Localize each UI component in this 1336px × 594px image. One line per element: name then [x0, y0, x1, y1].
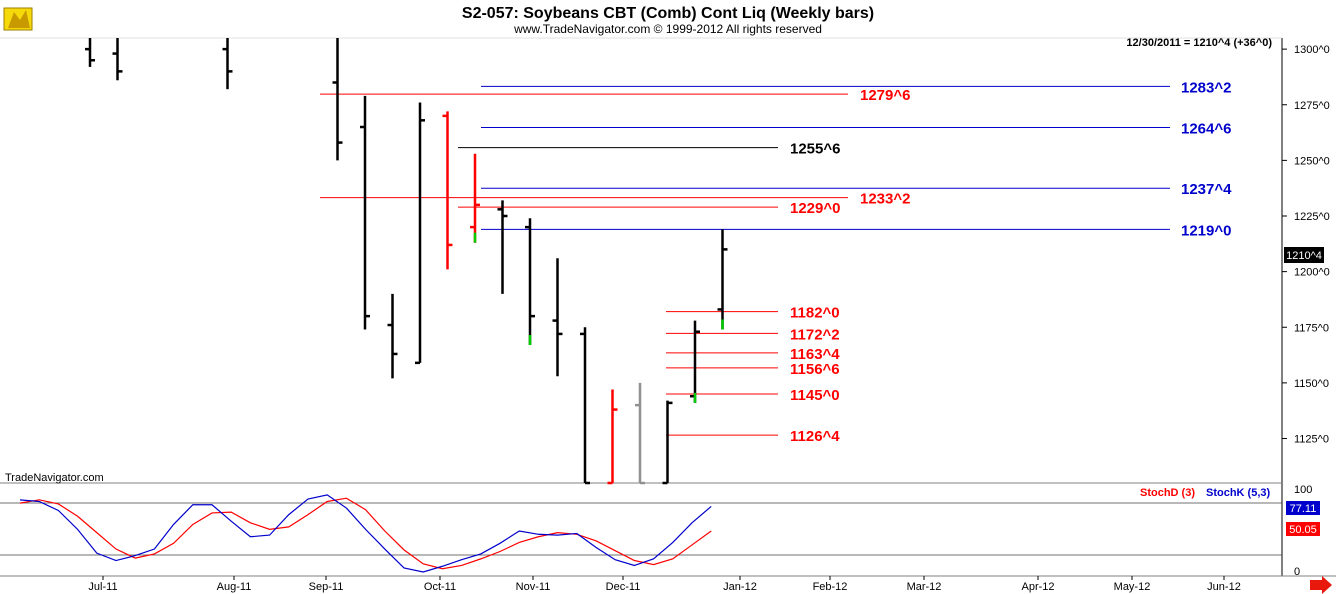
current-price-label: 1210^4 [1286, 250, 1322, 262]
ohlc-bar [112, 38, 123, 81]
last-value-readout: 12/30/2011 = 1210^4 (+36^0) [1126, 37, 1272, 49]
month-label: Sep-11 [309, 581, 344, 593]
price-tick-label: 1275^0 [1294, 100, 1330, 112]
ohlc-bar [552, 258, 563, 377]
ohlc-bar [525, 218, 535, 346]
stochk-value-tag: 77.11 [1290, 503, 1317, 515]
stochk-line [19, 494, 712, 573]
ohlc-bar [497, 200, 508, 294]
stochd-legend: StochD (3) [1140, 487, 1195, 499]
ohlc-bar [387, 293, 398, 379]
price-tick-label: 1125^0 [1294, 434, 1329, 446]
stochastic-lines [19, 494, 712, 573]
current-price-tag: 1210^4 [1284, 247, 1324, 263]
copyright-text: www.TradeNavigator.com © 1999-2012 All r… [513, 22, 822, 36]
price-axis: 1125^0 1150^0 1175^0 1200^0 1225^0 1250^0 1275… [1282, 44, 1330, 446]
ohlc-bar [442, 111, 453, 270]
month-label: Jan-12 [723, 581, 757, 593]
level-label: 1219^0 [1181, 222, 1231, 239]
month-label: Feb-12 [813, 581, 848, 593]
price-tick-label: 1175^0 [1294, 322, 1329, 334]
ohlc-bar [332, 38, 343, 161]
level-label: 1126^4 [790, 428, 840, 445]
level-label: 1255^6 [790, 141, 840, 158]
level-label: 1283^2 [1181, 79, 1231, 96]
price-tick-label: 1250^0 [1294, 155, 1330, 167]
month-label: Jul-11 [88, 581, 117, 593]
month-label: Mar-12 [907, 581, 942, 593]
stochd-value-tag: 50.05 [1289, 524, 1317, 536]
ohlc-bar [470, 153, 480, 243]
stoch-top-label: 100 [1294, 484, 1312, 496]
scroll-right-arrow-icon[interactable] [1310, 576, 1332, 594]
ohlc-bar [607, 389, 618, 485]
price-bars [85, 38, 728, 485]
level-label: 1182^0 [790, 305, 840, 322]
level-label: 1172^2 [790, 326, 840, 343]
month-label: Oct-11 [424, 581, 456, 593]
ohlc-bar [360, 95, 370, 330]
support-resistance-levels: 1283^2 1279^6 1264^6 1255^6 1237^4 1233^2 1229… [320, 79, 1232, 445]
level-label: 1279^6 [860, 87, 910, 104]
month-axis: Jul-11 Aug-11 Sep-11 Oct-11 Nov-11 Dec-11 Jan-… [88, 576, 1241, 593]
stochk-legend: StochK (5,3) [1206, 487, 1271, 499]
price-tick-label: 1225^0 [1294, 211, 1330, 223]
ohlc-bar [662, 400, 673, 485]
level-label: 1145^0 [790, 387, 840, 404]
level-label: 1229^0 [790, 200, 840, 217]
price-panel [0, 37, 1336, 577]
ohlc-bar [635, 382, 645, 485]
ohlc-bar [415, 102, 425, 365]
ohlc-bar [222, 38, 233, 90]
stochd-line [19, 497, 712, 570]
month-label: May-12 [1114, 581, 1151, 593]
chart-title: S2-057: Soybeans CBT (Comb) Cont Liq (We… [462, 5, 874, 22]
price-tick-label: 1300^0 [1294, 44, 1330, 56]
ohlc-bar [690, 320, 700, 403]
level-label: 1233^2 [860, 191, 910, 208]
month-label: Apr-12 [1021, 581, 1054, 593]
price-tick-label: 1150^0 [1294, 378, 1329, 390]
month-label: Jun-12 [1207, 581, 1241, 593]
watermark-text: TradeNavigator.com [5, 472, 104, 484]
ohlc-bar [85, 38, 95, 67]
level-label: 1264^6 [1181, 121, 1231, 138]
ohlc-bar [580, 327, 590, 485]
trade-navigator-logo-icon [3, 7, 33, 31]
month-label: Nov-11 [516, 581, 551, 593]
stoch-bottom-label: 0 [1294, 566, 1300, 578]
level-label: 1156^6 [790, 361, 840, 378]
price-tick-label: 1200^0 [1294, 267, 1330, 279]
month-label: Aug-11 [217, 581, 252, 593]
level-label: 1237^4 [1181, 181, 1232, 198]
stochastic-panel: StochD (3) StochK (5,3) 100 0 77.11 50.0… [0, 484, 1320, 578]
ohlc-bar [717, 229, 728, 330]
month-label: Dec-11 [606, 581, 641, 593]
level-label: 1163^4 [790, 346, 840, 363]
